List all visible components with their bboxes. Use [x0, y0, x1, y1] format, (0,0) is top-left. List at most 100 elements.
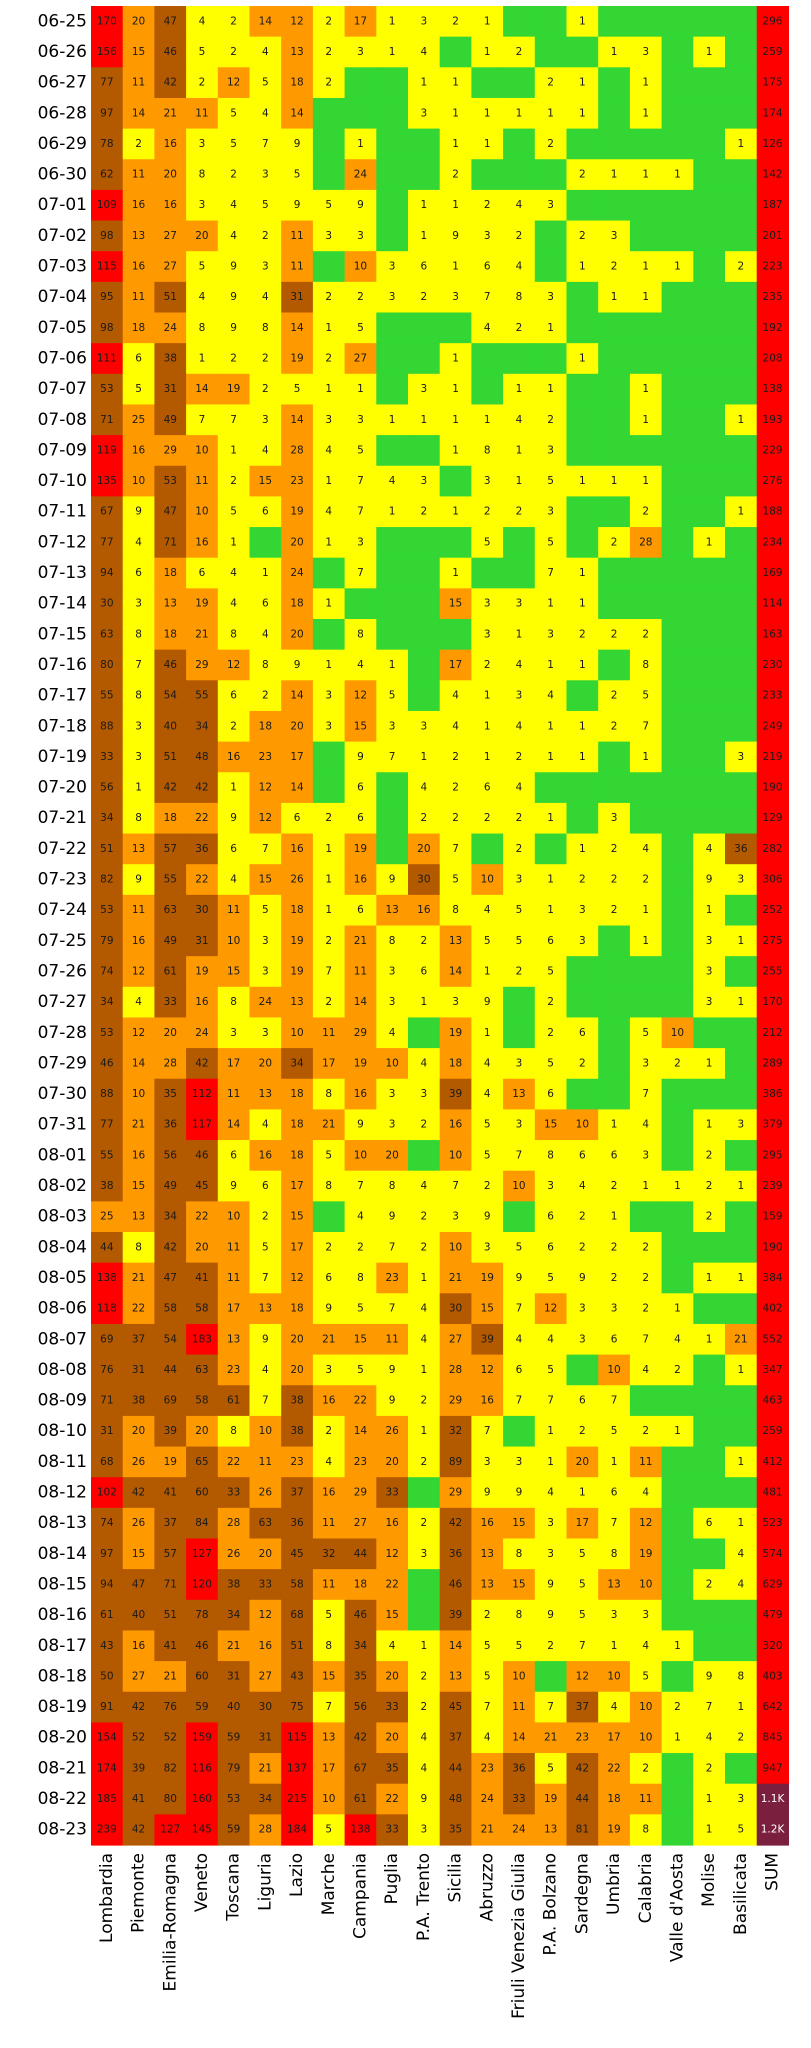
heatmap-cell	[629, 1415, 663, 1448]
heatmap-cell	[566, 1078, 599, 1110]
heatmap-cell	[376, 710, 409, 743]
heatmap-cell	[534, 6, 568, 38]
cell-value: 1	[452, 444, 459, 456]
cell-value: 1	[706, 1824, 713, 1836]
heatmap-cell	[566, 772, 599, 804]
heatmap-cell	[693, 894, 726, 927]
cell-value: 8	[325, 1088, 332, 1100]
cell-value: 20	[259, 1057, 272, 1069]
cell-value: 35	[449, 1824, 462, 1836]
heatmap-cell	[534, 404, 568, 436]
heatmap-cell	[186, 312, 219, 344]
cell-value: 3	[452, 291, 459, 303]
heatmap-cell	[376, 36, 409, 68]
heatmap-cell	[756, 894, 789, 927]
heatmap-cell	[756, 281, 789, 314]
heatmap-cell	[756, 588, 789, 620]
heatmap-cell	[471, 1783, 504, 1815]
cell-value: 2	[262, 383, 269, 395]
row-label: 07-19	[38, 747, 87, 767]
cell-value: 42	[195, 1057, 208, 1069]
cell-value: 9	[135, 874, 142, 886]
cell-value: 3	[579, 1333, 586, 1345]
heatmap-cell	[408, 864, 441, 896]
sum-label: 174	[763, 107, 783, 119]
heatmap-cell	[249, 97, 282, 130]
cell-value: 52	[132, 1732, 145, 1744]
cell-value: 13	[227, 1333, 240, 1345]
heatmap-cell	[154, 1569, 187, 1601]
row-label: 08-16	[38, 1605, 87, 1625]
heatmap-cell	[186, 527, 219, 559]
heatmap-cell	[598, 1323, 631, 1356]
heatmap-cell	[534, 864, 568, 896]
heatmap-cell	[408, 343, 441, 375]
heatmap-cell	[725, 649, 758, 681]
cell-value: 21	[164, 1670, 177, 1682]
heatmap-cell	[344, 894, 377, 927]
heatmap-cell	[91, 251, 124, 283]
cell-value: 119	[97, 444, 117, 456]
cell-value: 2	[611, 536, 618, 548]
heatmap-cell	[122, 527, 155, 559]
heatmap-cell	[249, 710, 282, 743]
heatmap-cell	[534, 1201, 568, 1233]
heatmap-cell	[756, 36, 789, 68]
heatmap-cell	[629, 894, 663, 927]
heatmap-cell	[725, 1293, 758, 1325]
heatmap-cell	[566, 220, 599, 252]
cell-value: 20	[164, 1027, 177, 1039]
cell-value: 1	[642, 475, 649, 487]
heatmap-cell	[629, 404, 663, 436]
heatmap-cell	[598, 36, 631, 68]
heatmap-cell	[693, 1538, 726, 1570]
heatmap-cell	[566, 1109, 599, 1141]
heatmap-cell	[756, 649, 789, 681]
cell-value: 1	[484, 720, 491, 732]
cell-value: 6	[421, 965, 428, 977]
heatmap-cell	[661, 6, 694, 38]
cell-value: 1	[484, 751, 491, 763]
heatmap-cell	[471, 1691, 504, 1723]
heatmap-cell	[471, 986, 504, 1019]
heatmap-cell	[503, 1538, 536, 1570]
cell-value: 3	[357, 414, 364, 426]
cell-value: 8	[357, 628, 364, 640]
heatmap-cell	[249, 557, 282, 589]
sum-label: 114	[763, 598, 783, 610]
heatmap-cell	[566, 1170, 599, 1202]
sum-label: 259	[763, 1425, 783, 1437]
heatmap-cell	[186, 1599, 219, 1632]
cell-value: 12	[227, 659, 240, 671]
heatmap-cell	[312, 557, 346, 589]
cell-value: 137	[287, 1762, 307, 1774]
heatmap-cell	[91, 1385, 124, 1417]
cell-value: 13	[322, 1732, 335, 1744]
cell-value: 42	[164, 782, 177, 794]
heatmap-cell	[249, 1354, 282, 1386]
heatmap-cell	[312, 1170, 346, 1202]
heatmap-cell	[249, 1048, 282, 1080]
row-label: 08-22	[38, 1789, 87, 1809]
heatmap-cell	[154, 802, 187, 835]
cell-value: 4	[421, 1303, 428, 1315]
cell-value: 115	[97, 261, 117, 273]
heatmap-cell	[566, 128, 599, 160]
heatmap-cell	[122, 1201, 155, 1233]
heatmap-cell	[281, 802, 314, 835]
heatmap-cell	[439, 189, 472, 222]
cell-value: 20	[576, 1456, 589, 1468]
cell-value: 16	[417, 904, 431, 916]
cell-value: 1	[547, 598, 554, 610]
cell-value: 17	[576, 1517, 589, 1529]
cell-value: 19	[290, 506, 303, 518]
heatmap-cell	[344, 1783, 377, 1815]
cell-value: 2	[421, 1395, 428, 1407]
heatmap-cell	[217, 312, 251, 344]
heatmap-cell	[661, 435, 694, 467]
heatmap-cell	[281, 404, 314, 436]
heatmap-cell	[281, 1140, 314, 1172]
heatmap-cell	[281, 680, 314, 712]
heatmap-cell	[154, 1201, 187, 1233]
